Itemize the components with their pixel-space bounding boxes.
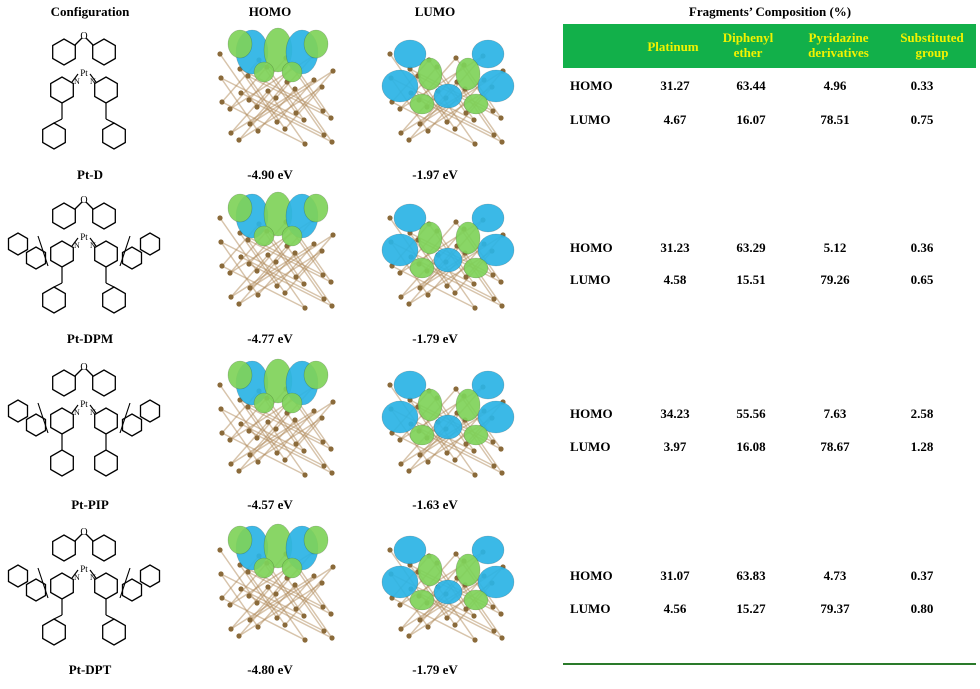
homo-composition-cell: 4.73 [823,568,847,583]
homo-composition-cell: 0.36 [910,240,934,255]
homo-row-label: HOMO [570,568,613,583]
lumo-composition-cell: 4.67 [663,112,687,127]
homo-row-label: HOMO [570,240,613,255]
platinum-label: Pt [80,399,88,409]
molecule-structure: O PtN N [7,195,161,314]
nitrogen-label: N [90,77,96,86]
homo-composition-cell: 31.23 [660,240,690,255]
oxygen-label: O [80,362,87,373]
lumo-composition-cell: 15.27 [736,601,766,616]
lumo-composition-cell: 0.80 [910,601,934,616]
homo-composition-cell: 63.29 [736,240,766,255]
nitrogen-label: N [74,408,80,417]
molecule-name: Pt-PIP [71,497,109,512]
molecule-name: Pt-DPM [66,331,114,346]
lumo-orbital-image [381,39,515,147]
homo-composition-cell: 4.96 [823,78,847,93]
lumo-composition-cell: 16.07 [736,112,766,127]
lumo-composition-cell: 78.67 [820,439,850,454]
nitrogen-label: N [74,241,80,250]
lumo-energy: -1.97 eV [412,167,458,182]
homo-orbital-image [217,191,336,311]
nitrogen-label: N [74,573,80,582]
lumo-composition-cell: 16.08 [736,439,766,454]
platinum-label: Pt [80,564,88,574]
substituted-group-column-header: Substituted group [888,30,976,60]
lumo-composition-cell: 15.51 [736,272,766,287]
lumo-energy: -1.63 eV [412,497,458,512]
homo-composition-cell: 31.27 [660,78,690,93]
lumo-header: LUMO [414,4,456,19]
lumo-energy: -1.79 eV [412,662,458,677]
lumo-row-label: LUMO [570,272,611,287]
lumo-row-label: LUMO [570,601,611,616]
fragments-header: Fragments’ Composition (%) [688,4,852,19]
oxygen-label: O [80,195,87,206]
lumo-composition-cell: 3.97 [663,439,687,454]
lumo-orbital-image [381,535,515,643]
homo-orbital-image [217,27,336,147]
homo-composition-cell: 63.44 [736,78,766,93]
homo-composition-cell: 2.58 [910,406,934,421]
oxygen-label: O [80,31,87,42]
homo-energy: -4.57 eV [247,497,293,512]
molecule-name: Pt-DPT [68,662,112,677]
homo-composition-cell: 0.33 [910,78,934,93]
lumo-composition-cell: 1.28 [910,439,934,454]
configuration-header: Configuration [50,4,130,19]
lumo-row-label: LUMO [570,439,611,454]
molecule-structure: O PtN N [42,31,126,150]
homo-energy: -4.80 eV [247,662,293,677]
nitrogen-label: N [90,408,96,417]
substituted-line-2: group [915,45,949,60]
molecule-structure: O PtN N [7,527,161,646]
nitrogen-label: N [90,573,96,582]
homo-composition-cell: 31.07 [660,568,690,583]
homo-composition-cell: 63.83 [736,568,766,583]
fragments-table-header: Platinum Diphenyl ether Pyridazine deriv… [563,24,976,68]
lumo-energy: -1.79 eV [412,331,458,346]
homo-composition-cell: 55.56 [736,406,766,421]
diphenyl-line-2: ether [733,45,763,60]
platinum-column-header: Platinum [647,39,699,54]
homo-composition-cell: 34.23 [660,406,690,421]
pyridazine-line-1: Pyridazine [808,30,869,45]
nitrogen-label: N [90,241,96,250]
homo-energy: -4.90 eV [247,167,293,182]
lumo-orbital-image [381,203,515,311]
homo-row-label: HOMO [570,78,613,93]
homo-energy: -4.77 eV [247,331,293,346]
homo-composition-cell: 7.63 [823,406,847,421]
platinum-label: Pt [80,68,88,78]
pyridazine-column-header: Pyridazine derivatives [791,30,886,60]
homo-row-label: HOMO [570,406,613,421]
lumo-composition-cell: 79.37 [820,601,850,616]
homo-header: HOMO [248,4,292,19]
homo-orbital-image [217,523,336,643]
substituted-line-1: Substituted [900,30,964,45]
diphenyl-line-1: Diphenyl [722,30,774,45]
oxygen-label: O [80,527,87,538]
lumo-composition-cell: 79.26 [820,272,850,287]
diphenyl-ether-column-header: Diphenyl ether [713,30,783,60]
molecule-name: Pt-D [77,167,103,182]
pyridazine-line-2: derivatives [808,45,869,60]
homo-composition-cell: 5.12 [823,240,847,255]
lumo-composition-cell: 4.58 [663,272,687,287]
lumo-composition-cell: 78.51 [820,112,850,127]
platinum-label: Pt [80,232,88,242]
lumo-composition-cell: 0.65 [910,272,934,287]
molecule-structure: O PtN N [7,362,161,477]
table-bottom-rule [563,663,976,665]
lumo-orbital-image [381,370,515,478]
homo-orbital-image [217,358,336,478]
lumo-composition-cell: 0.75 [910,112,934,127]
nitrogen-label: N [74,77,80,86]
lumo-composition-cell: 4.56 [663,601,687,616]
homo-composition-cell: 0.37 [910,568,934,583]
lumo-row-label: LUMO [570,112,611,127]
